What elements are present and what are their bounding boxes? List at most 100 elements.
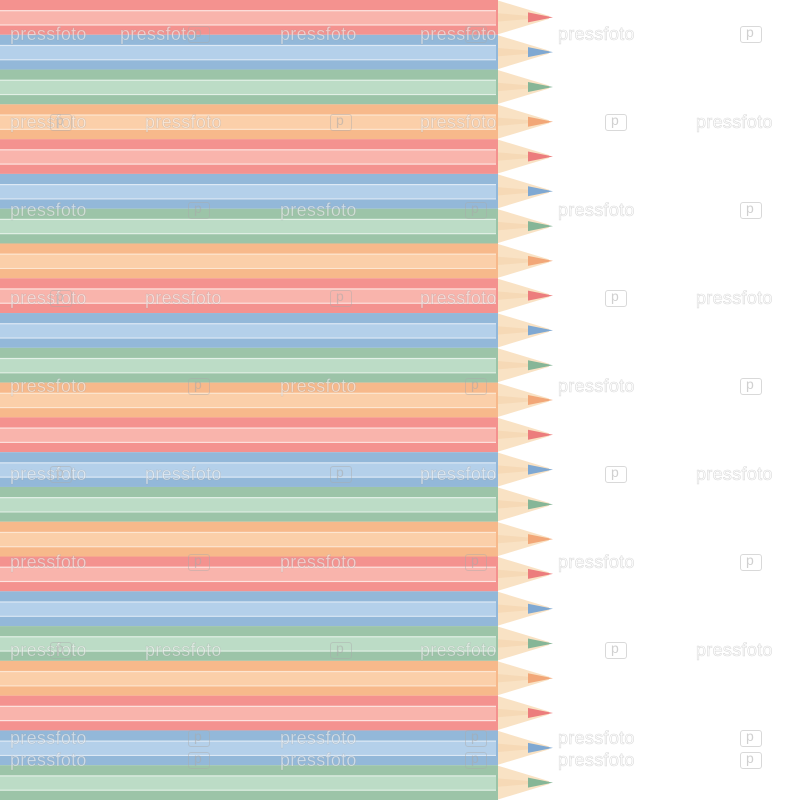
pencil-facet [0, 80, 498, 94]
pencil-green [0, 486, 553, 522]
pencil-stripe [0, 163, 498, 165]
pencil-stripe [0, 323, 498, 325]
pencil-facet [0, 532, 498, 547]
pencil-stripe [0, 357, 498, 360]
pencil-lead [528, 499, 553, 510]
pencil-stripe [0, 44, 498, 47]
pencil-blue [0, 313, 553, 348]
pencil-red [0, 0, 553, 35]
pencil-green [0, 208, 553, 244]
pencil-facet [0, 427, 498, 442]
pencil-lead [528, 429, 553, 440]
pencil-lead [528, 568, 553, 579]
pencil-wood-shade [498, 13, 547, 22]
pencil-orange [0, 243, 553, 279]
pencil-facet [0, 393, 498, 407]
pencil-stripe [0, 511, 498, 513]
pencil-wood-shade [498, 674, 547, 683]
pencil-wood-shade [498, 639, 547, 648]
pencil-wood-shade [498, 500, 547, 509]
pencil-wood-shade [498, 743, 547, 752]
pencil-wood-shade [498, 569, 547, 579]
pencil-lead [528, 186, 553, 197]
pencil-blue [0, 173, 553, 209]
pencil-wood-shade [498, 291, 547, 300]
pencil-facet [0, 740, 498, 755]
pencil-wood-shade [498, 708, 547, 718]
pencil-lead [528, 290, 553, 301]
pencil-stripe [0, 288, 498, 290]
pencil-stripe [0, 580, 498, 583]
pencil-stripe [0, 531, 498, 534]
pencil-stripe [0, 462, 498, 464]
pencil-red [0, 139, 553, 174]
pencil-stripe [0, 754, 498, 756]
pencil-lead [528, 742, 553, 753]
pencil-facet [0, 671, 498, 686]
pencil-green [0, 69, 553, 105]
pencil-facet [0, 45, 498, 60]
pencil-red [0, 556, 553, 592]
pencil-stripe [0, 775, 498, 777]
pencil-facet [0, 566, 498, 581]
pencil-facet [0, 288, 498, 303]
pencil-lead [528, 708, 553, 719]
pencil-stripe [0, 253, 498, 255]
pencil-facet [0, 706, 498, 720]
pencil-lead [528, 673, 553, 684]
pencil-wood-shade [498, 430, 547, 439]
pencil-lead [528, 638, 553, 649]
pencil-stripe [0, 615, 498, 617]
pencil-lead [528, 81, 553, 92]
pencil-wood-shade [498, 326, 547, 335]
pencil-lead [528, 360, 553, 371]
pencil-facet [0, 149, 498, 164]
pencil-orange [0, 104, 553, 140]
pencil-wood-shade [498, 604, 547, 613]
pencil-stripe [0, 789, 498, 791]
pencil-orange [0, 382, 553, 418]
pencil-lead [528, 395, 553, 405]
pencil-lead [528, 12, 553, 23]
pencil-facet [0, 323, 498, 338]
pencil-wood-shade [498, 465, 547, 474]
pencil-stripe [0, 218, 498, 220]
pencil-stripe [0, 233, 498, 235]
pencil-stripe [0, 497, 498, 499]
pencil-orange [0, 521, 553, 557]
pencil-red [0, 695, 553, 731]
pencil-facet [0, 601, 498, 616]
pencil-facet [0, 219, 498, 234]
pencil-stripe [0, 267, 498, 270]
pencil-stripe [0, 128, 498, 130]
pencil-stripe [0, 59, 498, 61]
pencil-facet [0, 497, 498, 512]
pencil-green [0, 765, 553, 800]
pencil-stripe [0, 79, 498, 81]
pencil-wood-shade [498, 778, 547, 787]
pencil-wood-shade [498, 361, 547, 370]
pencil-lead [528, 777, 553, 788]
pencil-wood-shade [498, 48, 547, 57]
pencil-stripe [0, 636, 498, 638]
pencil-blue [0, 591, 553, 627]
pencil-stripe [0, 406, 498, 409]
pencil-stripe [0, 10, 498, 12]
pencil-stripe [0, 302, 498, 304]
pencil-wood-shade [498, 221, 547, 231]
pencil-stripe [0, 427, 498, 429]
pencil-wood-shade [498, 152, 547, 161]
pencil-facet [0, 10, 498, 25]
pencil-lead [528, 255, 553, 266]
pencil-green [0, 347, 553, 383]
pencil-wood-shade [498, 395, 547, 405]
pencil-lead [528, 603, 553, 614]
pencil-stripe [0, 546, 498, 548]
pencil-red [0, 278, 553, 314]
pencil-wood-shade [498, 117, 547, 126]
pencil-stripe [0, 149, 498, 151]
pencil-lead [528, 464, 553, 475]
pencil-stripe [0, 740, 498, 742]
pencil-facet [0, 462, 498, 477]
